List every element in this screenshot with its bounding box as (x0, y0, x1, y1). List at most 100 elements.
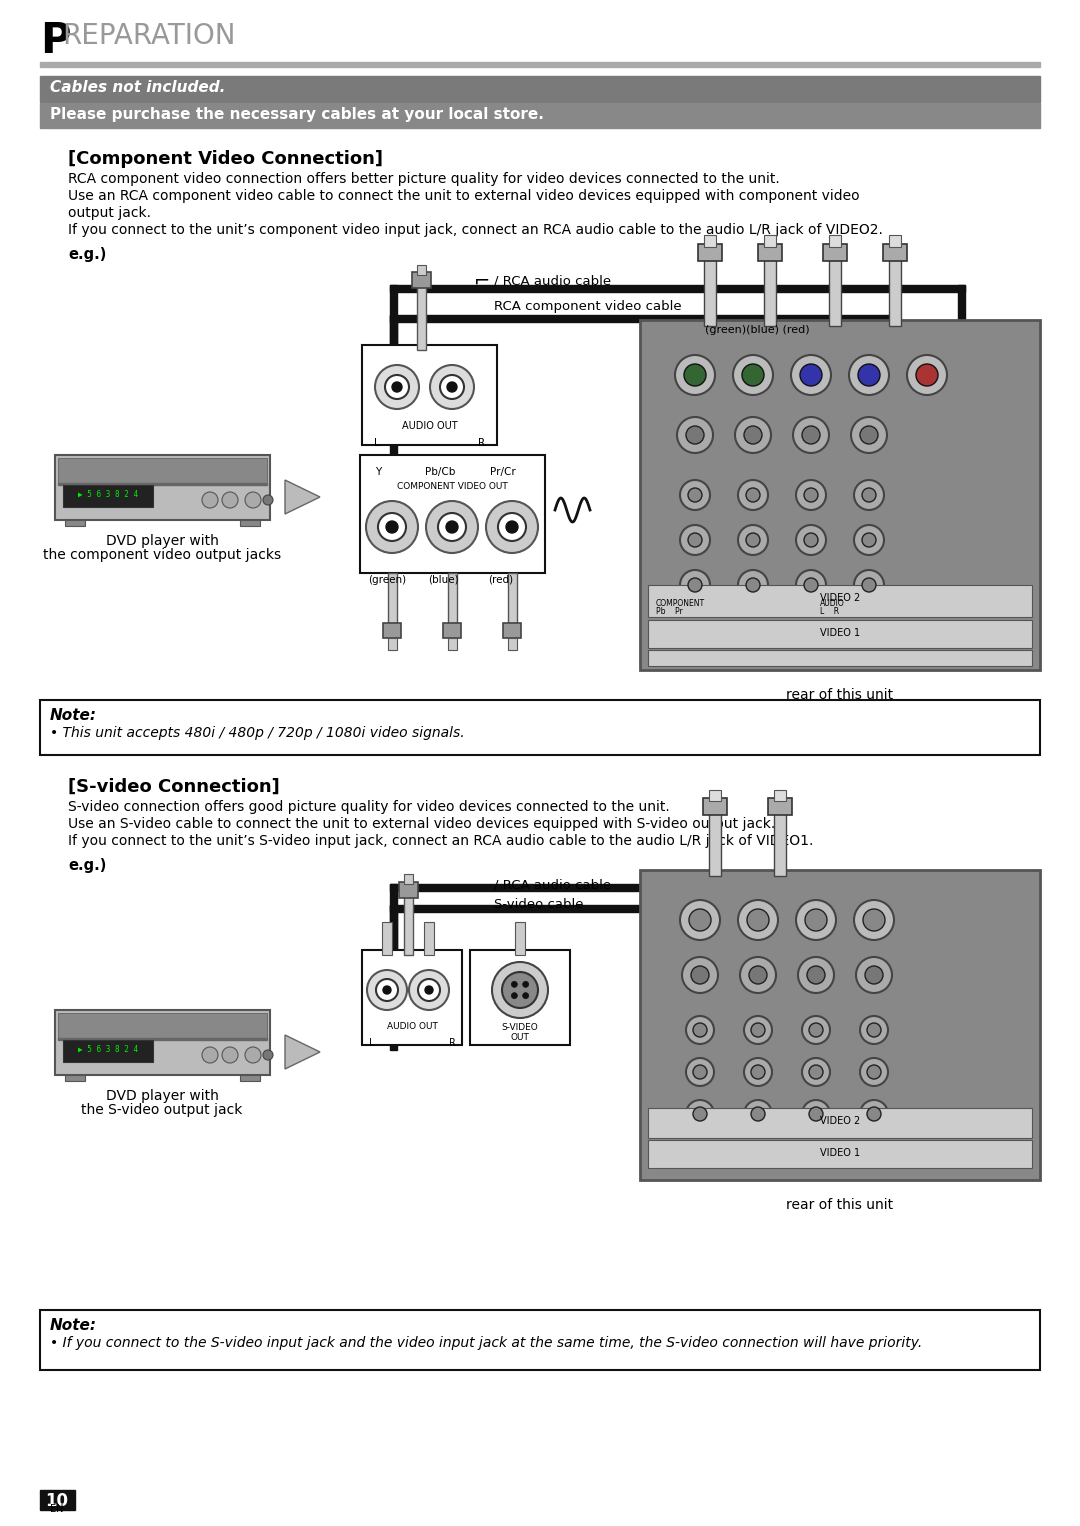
Bar (390, 285, 397, 380)
Text: Please purchase the necessary cables at your local store.: Please purchase the necessary cables at … (50, 107, 544, 122)
Bar (704, 235, 716, 247)
Text: VIDEO 1: VIDEO 1 (820, 1148, 860, 1158)
Circle shape (384, 375, 409, 398)
Text: Use an RCA component video cable to connect the unit to external video devices e: Use an RCA component video cable to conn… (68, 189, 860, 203)
Circle shape (688, 488, 702, 502)
Circle shape (865, 966, 883, 984)
Text: AUDIO OUT: AUDIO OUT (402, 421, 458, 430)
Circle shape (791, 356, 831, 395)
Bar (40, 76, 1040, 102)
Bar (443, 623, 461, 638)
Circle shape (860, 1100, 888, 1128)
Circle shape (426, 986, 433, 993)
Bar (888, 314, 895, 481)
Text: ⌐: ⌐ (474, 272, 490, 291)
Bar (40, 1309, 1040, 1370)
Circle shape (740, 957, 777, 993)
Text: L: L (374, 438, 380, 449)
Bar (388, 572, 397, 623)
Text: 10: 10 (45, 1492, 68, 1511)
Text: Pb/Cb: Pb/Cb (426, 467, 456, 478)
Circle shape (854, 525, 885, 555)
Bar (515, 922, 525, 955)
Circle shape (751, 1106, 765, 1122)
Circle shape (498, 513, 526, 542)
Circle shape (686, 1100, 714, 1128)
Bar (508, 638, 517, 650)
Bar (829, 235, 841, 247)
Circle shape (392, 382, 402, 392)
Circle shape (744, 426, 762, 444)
Circle shape (851, 417, 887, 453)
Bar (58, 458, 267, 484)
Circle shape (854, 481, 885, 510)
Bar (640, 320, 1040, 670)
Circle shape (738, 481, 768, 510)
Circle shape (681, 957, 718, 993)
Circle shape (688, 533, 702, 546)
Circle shape (367, 971, 407, 1010)
Text: If you connect to the unit’s S-video input jack, connect an RCA audio cable to t: If you connect to the unit’s S-video inp… (68, 835, 813, 848)
Circle shape (862, 533, 876, 546)
Bar (758, 244, 782, 261)
Bar (417, 266, 426, 275)
Bar (648, 650, 1032, 665)
Bar (470, 951, 570, 1045)
Circle shape (793, 417, 829, 453)
Text: / RCA audio cable: / RCA audio cable (494, 877, 611, 891)
Circle shape (486, 501, 538, 552)
Text: Note:: Note: (50, 1318, 97, 1334)
Bar (411, 272, 431, 288)
Circle shape (867, 1065, 881, 1079)
Circle shape (849, 356, 889, 395)
Text: OUT: OUT (511, 1033, 529, 1042)
Text: S-video cable: S-video cable (494, 897, 583, 911)
Text: R: R (448, 1038, 456, 1048)
Circle shape (746, 488, 760, 502)
Circle shape (867, 1022, 881, 1038)
Bar (883, 244, 907, 261)
Circle shape (688, 578, 702, 592)
Circle shape (511, 981, 517, 987)
Bar (708, 812, 721, 876)
Circle shape (691, 966, 708, 984)
Circle shape (738, 900, 778, 940)
Circle shape (809, 1106, 823, 1122)
Bar (424, 922, 434, 955)
Bar (390, 905, 840, 913)
Bar (764, 235, 777, 247)
Bar (958, 285, 966, 380)
Bar (832, 905, 839, 1050)
Text: ▶ 5 6 3 8 2 4: ▶ 5 6 3 8 2 4 (78, 490, 138, 499)
Circle shape (796, 571, 826, 600)
Bar (240, 1074, 260, 1080)
Text: Pb    Pr: Pb Pr (656, 607, 683, 617)
Bar (388, 638, 397, 650)
Circle shape (511, 992, 517, 998)
Bar (58, 1038, 267, 1041)
Text: RCA component video cable: RCA component video cable (494, 301, 681, 313)
Circle shape (693, 1106, 707, 1122)
Bar (404, 896, 413, 955)
Circle shape (409, 971, 449, 1010)
Circle shape (686, 1058, 714, 1087)
Text: [S-video Connection]: [S-video Connection] (68, 778, 280, 797)
Circle shape (807, 966, 825, 984)
Circle shape (735, 417, 771, 453)
Circle shape (366, 501, 418, 552)
Bar (829, 258, 841, 327)
Circle shape (862, 488, 876, 502)
Circle shape (680, 571, 710, 600)
Text: AUDIO OUT: AUDIO OUT (387, 1022, 437, 1032)
Bar (889, 235, 901, 247)
Bar (508, 572, 517, 623)
Circle shape (245, 491, 261, 508)
Circle shape (744, 1058, 772, 1087)
Circle shape (264, 1050, 273, 1061)
Bar (889, 258, 901, 327)
Circle shape (854, 900, 894, 940)
Circle shape (800, 365, 822, 386)
Text: Pr/Cr: Pr/Cr (490, 467, 516, 478)
Bar (240, 520, 260, 526)
Circle shape (440, 375, 464, 398)
